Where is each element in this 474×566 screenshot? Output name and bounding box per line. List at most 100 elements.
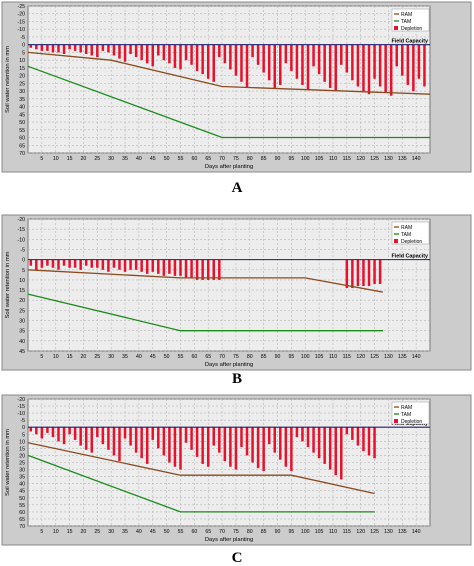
depletion-bar	[423, 44, 426, 87]
x-tick-label: 5	[40, 529, 43, 535]
depletion-bar	[140, 44, 143, 61]
depletion-bar	[179, 259, 182, 276]
depletion-bar	[373, 427, 376, 459]
y-tick-label: 5	[22, 432, 25, 438]
depletion-bar	[406, 44, 410, 85]
depletion-bar	[129, 259, 132, 270]
depletion-bar	[140, 259, 143, 272]
y-tick-label: -10	[18, 237, 26, 243]
x-tick-label: 140	[412, 354, 421, 360]
x-tick-label: 40	[136, 156, 142, 162]
depletion-bar	[46, 427, 49, 433]
depletion-bar	[40, 259, 44, 268]
x-tick-label: 70	[219, 529, 225, 535]
depletion-bar	[301, 427, 304, 442]
depletion-bar	[73, 427, 77, 440]
depletion-bar	[84, 44, 88, 54]
depletion-bar	[118, 259, 121, 270]
depletion-bar	[201, 44, 204, 75]
depletion-bar	[112, 44, 116, 56]
depletion-bar	[367, 259, 371, 287]
x-tick-label: 20	[81, 156, 87, 162]
x-tick-label: 85	[261, 156, 267, 162]
x-tick-label: 125	[370, 156, 379, 162]
depletion-bar	[123, 427, 127, 439]
depletion-bar	[229, 427, 232, 467]
y-tick-label: -25	[18, 4, 26, 10]
depletion-bar	[62, 259, 66, 266]
depletion-bar	[218, 427, 221, 453]
y-tick-label: -10	[18, 411, 26, 417]
x-tick-label: 115	[343, 156, 351, 162]
depletion-bar	[395, 44, 398, 67]
depletion-bar	[195, 427, 199, 457]
depletion-bar	[151, 427, 155, 440]
x-tick-label: 125	[370, 354, 379, 360]
depletion-bar	[173, 259, 177, 276]
x-tick-label: 35	[122, 156, 128, 162]
y-axis-title: Soil water retention in mm	[5, 429, 11, 496]
x-tick-label: 25	[94, 354, 100, 360]
depletion-bar	[40, 44, 44, 51]
depletion-bar	[118, 44, 121, 59]
depletion-bar	[373, 44, 376, 79]
x-tick-label: 60	[191, 529, 197, 535]
x-tick-label: 50	[164, 354, 170, 360]
y-tick-label: 60	[19, 136, 25, 142]
depletion-bar	[145, 427, 149, 464]
x-tick-label: 120	[356, 354, 365, 360]
depletion-bar	[251, 44, 254, 58]
y-tick-label: 30	[19, 319, 25, 325]
depletion-bar	[151, 259, 155, 272]
depletion-bar	[218, 259, 221, 280]
depletion-bar	[223, 427, 227, 462]
depletion-bar	[284, 427, 288, 467]
depletion-bar	[35, 44, 38, 50]
field-capacity-label: Field Capacity	[391, 39, 428, 45]
x-tick-label: 135	[398, 354, 407, 360]
x-tick-label: 95	[288, 529, 294, 535]
x-tick-label: 75	[233, 529, 239, 535]
depletion-bar	[251, 427, 254, 463]
y-tick-label: 40	[19, 105, 25, 111]
y-tick-label: 10	[19, 58, 25, 64]
y-tick-label: 20	[19, 298, 25, 304]
depletion-bar	[218, 44, 221, 58]
x-tick-label: 10	[53, 156, 59, 162]
depletion-bar	[351, 427, 354, 440]
y-tick-label: 5	[22, 268, 25, 274]
x-axis-title: Days after planting	[205, 362, 253, 368]
y-tick-label: 0	[22, 258, 25, 264]
depletion-bar	[317, 427, 321, 459]
y-tick-label: -15	[18, 404, 26, 410]
depletion-bar	[129, 44, 132, 54]
y-tick-label: 15	[19, 66, 25, 72]
x-tick-label: 10	[53, 354, 59, 360]
chart-panel-c: -20-15-10-505101520253035404550556065705…	[1, 394, 472, 546]
x-tick-label: 95	[288, 156, 294, 162]
depletion-bar	[118, 427, 121, 462]
x-tick-label: 140	[412, 529, 421, 535]
x-tick-label: 20	[81, 354, 87, 360]
x-tick-label: 15	[67, 529, 73, 535]
x-tick-label: 30	[108, 354, 114, 360]
depletion-bar	[312, 427, 315, 453]
depletion-bar	[157, 259, 160, 274]
depletion-bar	[134, 259, 138, 270]
x-tick-label: 60	[191, 354, 197, 360]
depletion-bar	[340, 427, 343, 480]
depletion-bar	[157, 427, 160, 449]
depletion-bar	[306, 44, 310, 90]
y-tick-label: 25	[19, 81, 25, 87]
depletion-bar	[195, 44, 199, 71]
depletion-bar	[323, 44, 326, 82]
depletion-bar	[190, 259, 193, 278]
depletion-bar	[112, 427, 116, 456]
depletion-bar	[123, 259, 127, 272]
depletion-bar	[73, 259, 77, 268]
depletion-bar	[79, 259, 82, 270]
depletion-bar	[367, 44, 371, 95]
y-tick-label: -20	[18, 12, 26, 18]
x-tick-label: 20	[81, 529, 87, 535]
